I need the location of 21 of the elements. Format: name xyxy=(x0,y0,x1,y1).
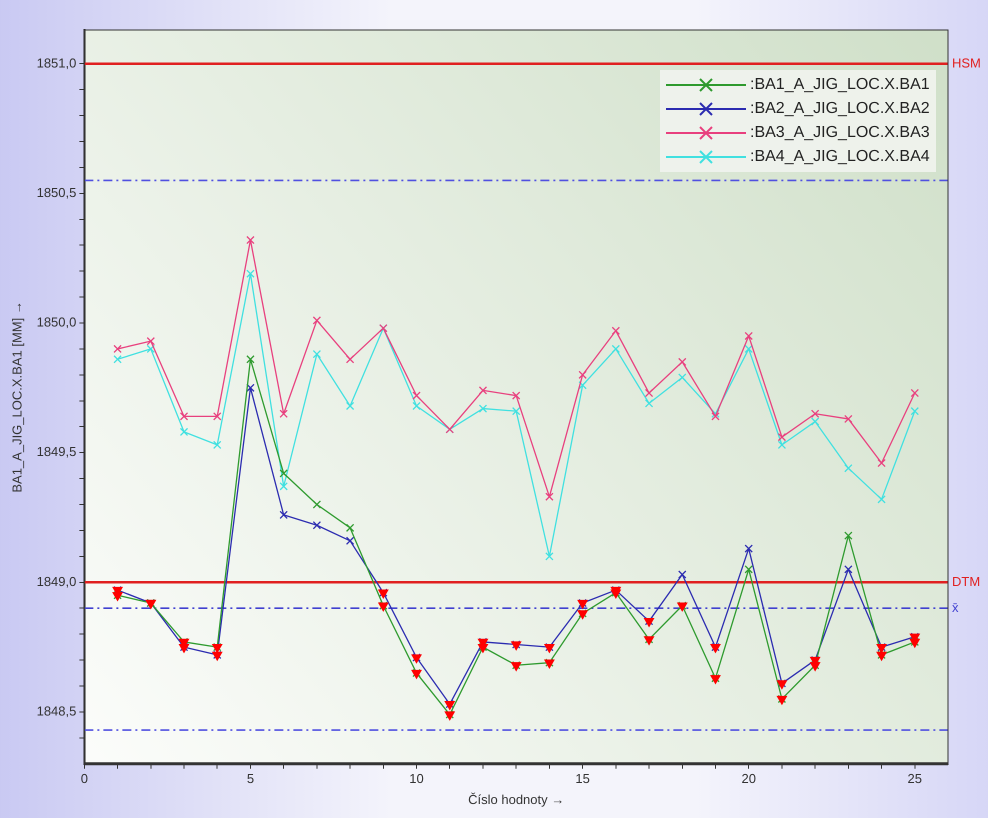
y-axis-title: BA1_A_JIG_LOC.X.BA1 [MM] → xyxy=(9,301,24,493)
x-tick-label: 25 xyxy=(908,771,922,786)
x-tick-label: 15 xyxy=(575,771,590,786)
x-tick-label: 20 xyxy=(741,771,756,786)
legend-label: :BA3_A_JIG_LOC.X.BA3 xyxy=(750,124,930,142)
y-tick-label: 1849,5 xyxy=(36,444,76,460)
y-tick-label: 1849,0 xyxy=(36,574,76,589)
x-tick-label: 5 xyxy=(246,771,254,786)
legend-label: :BA4_A_JIG_LOC.X.BA4 xyxy=(750,148,930,166)
y-tick-label: 1848,5 xyxy=(36,704,76,719)
ref-line-label: HSM xyxy=(952,55,981,70)
legend-label: :BA1_A_JIG_LOC.X.BA1 xyxy=(750,76,930,94)
x-tick-label: 10 xyxy=(409,771,424,786)
x-axis-title: Číslo hodnoty → xyxy=(468,792,564,807)
y-tick-label: 1850,5 xyxy=(36,184,76,200)
y-tick-label: 1851,0 xyxy=(36,55,76,70)
ref-line-label: DTM xyxy=(952,574,980,589)
ref-line-label: x̄ xyxy=(952,600,959,615)
y-tick-label: 1850,0 xyxy=(36,314,76,330)
legend-label: :BA2_A_JIG_LOC.X.BA2 xyxy=(750,100,930,118)
x-tick-label: 0 xyxy=(80,771,88,786)
